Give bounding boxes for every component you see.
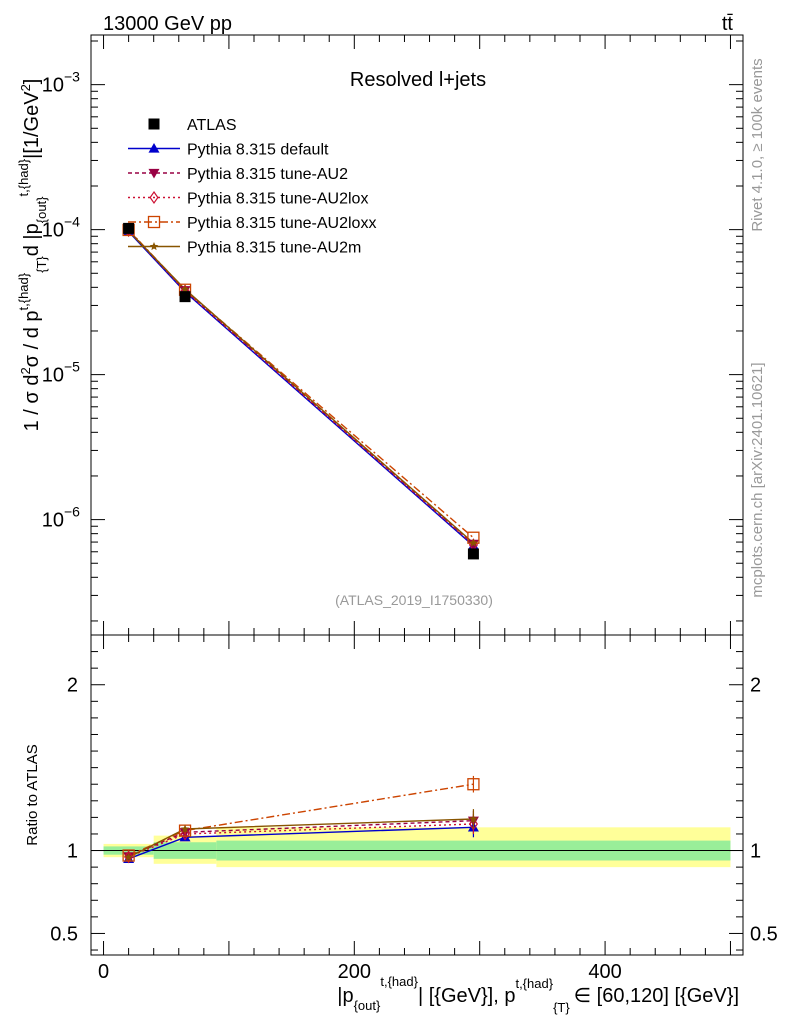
main-point-pythia-8-315-tune-au2m-2: [469, 538, 478, 547]
ratio-y-tick-label-right: 0.5: [750, 923, 778, 945]
ratio-y-tick-labels: 0.5 0.5 1 1 2 2: [50, 675, 778, 946]
x-axis-label: |p{out}t,{had}| [{GeV}], pt,{had}{T}∈ [6…: [337, 974, 739, 1015]
ratio-point-pythia-8-315-tune-au2lox-0: [124, 850, 134, 864]
header-right: tt̄: [722, 13, 734, 35]
main-line-pythia-8-315-tune-au2m: [128, 230, 474, 544]
main-y-tick-exponent: −6: [64, 504, 80, 520]
legend-marker-pythia-8-315-tune-au2m: [149, 242, 159, 251]
legend-label-atlas: ATLAS: [187, 117, 237, 134]
main-y-tick-exponent: −3: [64, 69, 80, 85]
ratio-line-pythia-8-315-tune-au2: [128, 820, 474, 857]
main-y-axis-label: 1 / σ d2σ / d pt,{had}{T}d |p{out}t,{had…: [16, 79, 49, 432]
ratio-point-pythia-8-315-tune-au2lox-1: [180, 827, 190, 841]
main-panel: 10−310−410−510−6: [42, 34, 744, 636]
legend-marker-pythia-8-315-tune-au2lox: [149, 190, 159, 205]
main-point-pythia-8-315-tune-au2m-1: [180, 284, 190, 293]
x-tick-label: 200: [338, 961, 371, 983]
legend-label-pythia-8-315-tune-au2lox: Pythia 8.315 tune-AU2lox: [187, 191, 368, 208]
main-line-pythia-8-315-default: [128, 231, 474, 547]
main-markers: [122, 222, 480, 560]
legend-marker-atlas: [148, 118, 160, 130]
ratio-point-pythia-8-315-tune-au2m-0: [124, 852, 133, 861]
ratio-frame: [90, 634, 744, 956]
rivet-label: Rivet 4.1.0, ≥ 100k events: [749, 58, 766, 231]
ratio-point-pythia-8-315-tune-au2loxx-0: [122, 849, 135, 862]
main-y-tick-labels: 10−310−410−510−6: [42, 69, 80, 532]
header-left: 13000 GeV pp: [103, 13, 232, 35]
ratio-panel: 0.5 0.5 1 1 2 2: [50, 634, 778, 956]
main-y-tick-label: 10: [42, 220, 64, 242]
main-y-tick-label: 10: [42, 510, 64, 532]
x-tick-labels: 0 200 400: [98, 961, 622, 983]
legend-label-pythia-8-315-tune-au2loxx: Pythia 8.315 tune-AU2loxx: [187, 215, 376, 232]
ratio-y-tick-label-right: 2: [750, 675, 761, 697]
legend-label-pythia-8-315-tune-au2m: Pythia 8.315 tune-AU2m: [187, 240, 361, 257]
x-tick-label: 0: [98, 961, 109, 983]
ratio-markers: [122, 775, 480, 864]
analysis-id: (ATLAS_2019_I1750330): [335, 592, 493, 608]
ratio-y-tick-label: 2: [67, 675, 78, 697]
main-line-pythia-8-315-tune-au2loxx: [128, 229, 474, 539]
plot-title: Resolved l+jets: [350, 69, 486, 91]
main-y-tick-exponent: −4: [64, 214, 80, 230]
main-y-tick-label: 10: [42, 75, 64, 97]
legend-marker-pythia-8-315-tune-au2: [148, 168, 160, 179]
main-y-tick-label: 10: [42, 365, 64, 387]
legend: ATLAS Pythia 8.315 default Pythia 8.315 tu…: [128, 117, 376, 257]
x-tick-label: 400: [588, 961, 621, 983]
main-y-tick-exponent: −5: [64, 359, 80, 375]
legend-label-pythia-8-315-tune-au2: Pythia 8.315 tune-AU2: [187, 166, 348, 183]
ratio-y-tick-label-right: 1: [750, 841, 761, 863]
main-point-atlas-2: [467, 548, 479, 560]
ratio-ticks: [91, 634, 743, 955]
main-lines: [128, 229, 474, 547]
ratio-point-pythia-8-315-tune-au2m-2: [469, 814, 478, 823]
ratio-y-tick-label: 1: [67, 841, 78, 863]
legend-marker-pythia-8-315-default: [148, 143, 160, 153]
ratio-point-pythia-8-315-tune-au2m-1: [180, 824, 190, 833]
ratio-point-pythia-8-315-tune-au2lox-2: [468, 817, 479, 831]
main-point-atlas-1: [179, 291, 191, 303]
legend-marker-pythia-8-315-tune-au2loxx: [147, 215, 161, 229]
ratio-point-pythia-8-315-tune-au2loxx-2: [467, 778, 480, 791]
main-ticks: [91, 35, 743, 635]
ratio-y-tick-label: 0.5: [50, 923, 78, 945]
main-line-pythia-8-315-tune-au2: [128, 229, 474, 545]
main-point-atlas-0: [123, 222, 135, 234]
ratio-y-axis-label: Ratio to ATLAS: [24, 744, 41, 845]
legend-label-pythia-8-315-default: Pythia 8.315 default: [187, 142, 329, 159]
mcplots-label: mcplots.cern.ch [arXiv:2401.10621]: [749, 362, 766, 597]
